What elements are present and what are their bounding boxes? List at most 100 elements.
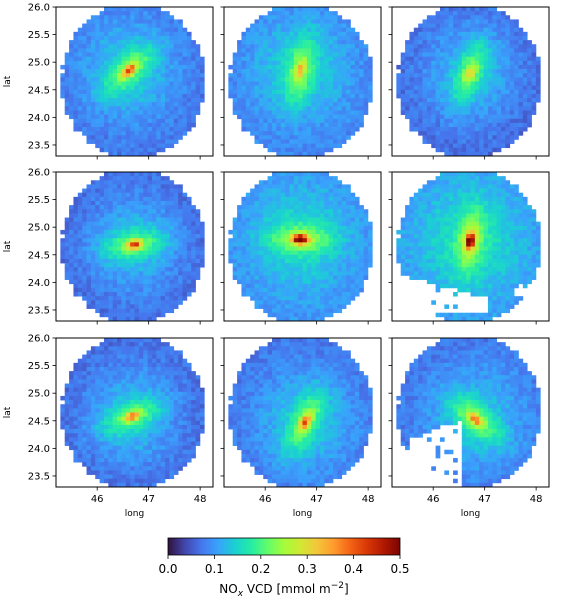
- heatmap-cell: [228, 246, 234, 251]
- heatmap-cell: [191, 122, 196, 128]
- heatmap-cell: [160, 15, 166, 20]
- heatmap-cell: [496, 56, 502, 62]
- heatmap-cell: [271, 19, 277, 24]
- heatmap-cell: [496, 131, 502, 136]
- heatmap-cell: [311, 19, 316, 24]
- heatmap-cell: [121, 221, 127, 227]
- heatmap-cell: [121, 44, 127, 49]
- heatmap-cell: [263, 213, 268, 218]
- heatmap-cell: [435, 89, 441, 95]
- heatmap-cell: [293, 200, 299, 206]
- heatmap-cell: [178, 60, 183, 66]
- heatmap-cell: [99, 77, 105, 82]
- heatmap-cell: [95, 98, 100, 103]
- heatmap-cell: [311, 225, 316, 231]
- heatmap-cell: [258, 246, 264, 251]
- heatmap-cell: [182, 106, 188, 111]
- heatmap-cell: [232, 60, 238, 66]
- heatmap-cell: [285, 238, 290, 243]
- heatmap-cell: [254, 283, 260, 289]
- heatmap-cell: [95, 93, 100, 99]
- heatmap-cell: [69, 209, 74, 214]
- heatmap-cell: [250, 246, 255, 251]
- heatmap-cell: [466, 40, 471, 45]
- heatmap-cell: [178, 188, 183, 194]
- heatmap-cell: [293, 271, 299, 276]
- heatmap-cell: [306, 15, 312, 20]
- heatmap-cell: [461, 102, 467, 107]
- heatmap-cell: [359, 60, 364, 66]
- heatmap-cell: [431, 44, 436, 49]
- heatmap-cell: [103, 213, 109, 218]
- heatmap-cell: [134, 254, 140, 260]
- heatmap-cell: [258, 35, 264, 41]
- heatmap-cell: [147, 114, 153, 120]
- heatmap-cell: [186, 254, 192, 260]
- heatmap-cell: [169, 275, 175, 280]
- heatmap-cell: [250, 89, 255, 95]
- heatmap-cell: [108, 143, 114, 149]
- heatmap-cell: [138, 176, 144, 181]
- heatmap-cell: [413, 44, 419, 49]
- heatmap-cell: [276, 106, 282, 111]
- heatmap-cell: [64, 93, 70, 99]
- heatmap-cell: [483, 102, 489, 107]
- heatmap-cell: [466, 31, 471, 37]
- heatmap-cell: [267, 102, 273, 107]
- heatmap-cell: [250, 254, 255, 260]
- heatmap-cell: [298, 312, 303, 318]
- heatmap-cell: [496, 27, 502, 33]
- heatmap-cell: [99, 56, 105, 62]
- axes-frame: [55, 171, 214, 322]
- heatmap-cell: [289, 213, 295, 218]
- heatmap-cell: [130, 283, 135, 289]
- heatmap-cell: [448, 15, 454, 20]
- heatmap-cell: [138, 172, 144, 177]
- heatmap-cell: [147, 69, 153, 74]
- heatmap-cell: [151, 271, 157, 276]
- heatmap-cell: [178, 135, 183, 140]
- heatmap-cell: [138, 56, 144, 62]
- heatmap-cell: [121, 110, 127, 115]
- heatmap-cell: [160, 221, 166, 227]
- heatmap-cell: [143, 48, 148, 53]
- heatmap-cell: [263, 287, 268, 293]
- heatmap-cell: [258, 44, 264, 49]
- heatmap-cell: [250, 287, 255, 293]
- heatmap-cell: [306, 93, 312, 99]
- heatmap-cell: [112, 192, 118, 198]
- heatmap-cell: [267, 143, 273, 149]
- heatmap-cell: [328, 131, 334, 136]
- heatmap-cell: [90, 238, 96, 243]
- heatmap-cell: [95, 225, 100, 231]
- heatmap-cell: [86, 213, 92, 218]
- heatmap-cell: [426, 98, 432, 103]
- heatmap-cell: [522, 64, 528, 70]
- heatmap-cell: [439, 11, 445, 16]
- heatmap-cell: [160, 200, 166, 206]
- heatmap-cell: [337, 77, 343, 82]
- heatmap-cell: [298, 93, 303, 99]
- heatmap-cell: [121, 263, 127, 268]
- heatmap-cell: [165, 127, 170, 132]
- heatmap-cell: [90, 31, 96, 37]
- heatmap-cell: [328, 205, 334, 210]
- heatmap-cell: [151, 176, 157, 181]
- heatmap-cell: [518, 44, 524, 49]
- heatmap-cell: [143, 143, 148, 149]
- heatmap-cell: [258, 304, 264, 309]
- heatmap-cell: [138, 254, 144, 260]
- heatmap-cell: [112, 15, 118, 20]
- heatmap-cell: [237, 48, 242, 53]
- heatmap-cells: [396, 172, 541, 321]
- heatmap-cell: [64, 81, 70, 86]
- heatmap-cell: [250, 31, 255, 37]
- heatmap-cell: [173, 242, 179, 247]
- heatmap-cell: [134, 48, 140, 53]
- heatmap-cell: [138, 213, 144, 218]
- heatmap-cell: [354, 258, 360, 264]
- heatmap-cell: [250, 60, 255, 66]
- heatmap-cell: [337, 56, 343, 62]
- heatmap-cell: [466, 180, 471, 185]
- heatmap-cell: [448, 131, 454, 136]
